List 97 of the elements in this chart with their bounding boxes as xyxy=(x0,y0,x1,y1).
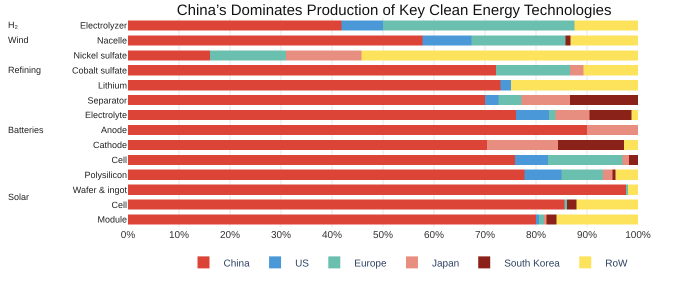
x-tick-label: 70% xyxy=(474,230,496,241)
bar xyxy=(548,154,623,165)
x-tick-label: 90% xyxy=(576,230,598,241)
x-tick-label: 50% xyxy=(372,230,394,241)
x-tick-label: 30% xyxy=(270,230,292,241)
bar xyxy=(631,110,638,120)
bar xyxy=(210,50,286,60)
bar xyxy=(583,65,638,76)
bar xyxy=(128,95,485,106)
bar xyxy=(602,170,612,180)
bar xyxy=(564,200,568,210)
bar xyxy=(548,110,556,120)
y-tick-label: Cathode xyxy=(92,140,127,150)
bar xyxy=(556,214,638,225)
bar xyxy=(128,65,496,76)
text: Wind xyxy=(8,35,29,45)
y-tick-label: Cell xyxy=(111,200,127,210)
x-tick-label: 100% xyxy=(625,230,651,241)
bar xyxy=(566,35,571,46)
x-tick-label: 60% xyxy=(424,230,444,241)
bar xyxy=(539,214,544,225)
bar xyxy=(383,20,574,31)
y-tick-label: Separator xyxy=(87,95,127,106)
y-tick-label: Nacelle xyxy=(96,36,127,46)
bar xyxy=(496,65,570,76)
y-tick-label: Module xyxy=(97,214,127,225)
bar xyxy=(128,154,516,165)
bar xyxy=(567,200,576,210)
y-tick-label: Cobalt sulfate xyxy=(72,65,127,76)
legend-label: Europe xyxy=(354,258,387,270)
text: Batteries xyxy=(8,125,44,135)
bar xyxy=(522,95,570,106)
chart-title: China’s Dominates Production of Key Clean Energy Technologies xyxy=(176,2,612,19)
bar xyxy=(516,110,549,120)
bar xyxy=(472,35,566,46)
bar xyxy=(128,20,342,31)
legend-label: South Korea xyxy=(504,258,560,270)
bar xyxy=(422,35,472,46)
legend-label: RoW xyxy=(605,258,628,270)
bar xyxy=(511,80,638,90)
bar xyxy=(574,20,638,31)
text: Refining xyxy=(8,65,42,75)
y-tick-label: Electrolyte xyxy=(84,110,127,120)
bar xyxy=(558,140,624,150)
bar xyxy=(515,154,548,165)
bar xyxy=(544,214,547,225)
bar xyxy=(128,124,587,136)
bar xyxy=(498,95,522,106)
bar xyxy=(570,35,638,46)
bar xyxy=(128,110,516,120)
bar xyxy=(576,200,638,210)
y-tick-label: Cell xyxy=(111,154,127,165)
x-tick-label: 20% xyxy=(220,230,240,241)
bar xyxy=(624,140,638,150)
legend-label: Japan xyxy=(432,258,460,270)
y-tick-label: Lithium xyxy=(98,80,127,90)
x-tick-label: 40% xyxy=(322,230,342,241)
bar xyxy=(362,50,638,60)
bar xyxy=(612,170,616,180)
x-tick-label: 80% xyxy=(526,230,546,241)
bar xyxy=(570,95,638,106)
bar xyxy=(587,124,638,136)
bar xyxy=(628,154,638,165)
bar xyxy=(628,184,638,195)
bar xyxy=(562,170,603,180)
bar xyxy=(128,35,422,46)
bar xyxy=(128,140,488,150)
bar xyxy=(616,170,638,180)
y-tick-label: Wafer & ingot xyxy=(72,184,128,195)
y-tick-label: Nickel sulfate xyxy=(73,50,127,60)
bar xyxy=(128,200,565,210)
text: Solar xyxy=(8,192,30,202)
bar xyxy=(342,20,383,31)
legend-label: US xyxy=(295,258,310,270)
bar xyxy=(286,50,362,60)
bar xyxy=(536,214,540,225)
text: H₂ xyxy=(8,20,18,30)
bar xyxy=(500,80,512,90)
bar xyxy=(128,50,210,60)
bar xyxy=(590,110,632,120)
y-tick-label: Anode xyxy=(100,125,127,136)
bar xyxy=(128,214,536,225)
bar xyxy=(570,65,584,76)
bar xyxy=(485,95,498,106)
legend-label: China xyxy=(224,258,250,270)
bar xyxy=(555,110,590,120)
bar xyxy=(128,170,524,180)
bar xyxy=(128,184,626,195)
bar xyxy=(546,214,556,225)
bar xyxy=(487,140,558,150)
bar xyxy=(128,80,500,90)
y-tick-label: Polysilicon xyxy=(84,170,127,180)
x-tick-label: 10% xyxy=(168,230,190,241)
x-tick-label: 0% xyxy=(120,230,136,241)
y-tick-label: Electrolyzer xyxy=(80,20,127,31)
bar xyxy=(622,154,629,165)
bar xyxy=(524,170,562,180)
